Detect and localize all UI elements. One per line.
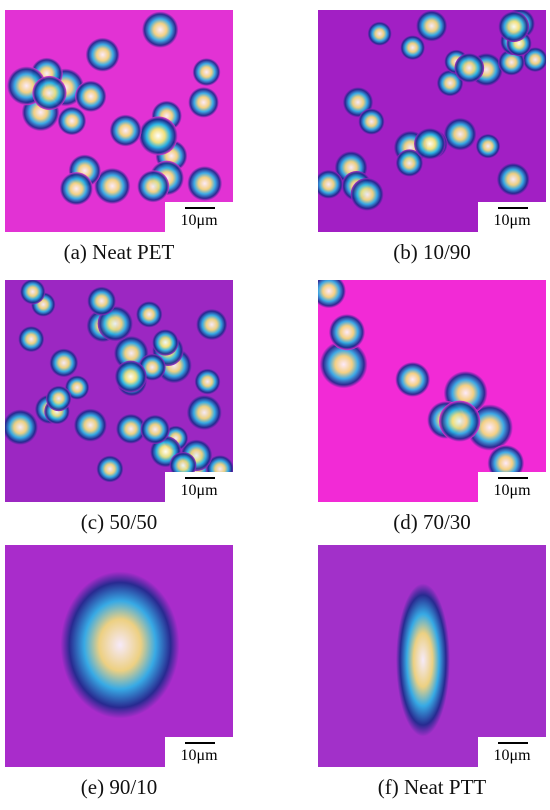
spherulite (73, 408, 107, 442)
spherulite (496, 162, 530, 196)
spherulite (96, 455, 124, 483)
spherulite (140, 414, 170, 444)
spherulite (522, 47, 546, 72)
spherulite (400, 35, 426, 61)
caption: (d) 70/30 (393, 510, 471, 534)
spherulite (475, 133, 501, 159)
spherulite (59, 172, 93, 206)
spherulite (97, 306, 133, 342)
spherulite (414, 128, 446, 160)
micrograph: 10μm (5, 10, 233, 232)
scale-label: 10μm (180, 482, 218, 499)
micrograph: 10μm (318, 280, 546, 502)
scale-label: 10μm (493, 747, 531, 764)
spherulite (5, 409, 38, 445)
spherulite (85, 37, 120, 72)
spherulite (87, 286, 117, 316)
spherulite (416, 10, 448, 42)
spherulite (45, 385, 72, 412)
spherulite (194, 368, 221, 395)
spherulite (395, 149, 424, 177)
spherulite (152, 329, 179, 356)
spherulite (20, 280, 46, 305)
spherulite (454, 53, 485, 83)
spherulite (395, 361, 431, 397)
caption: (b) 10/90 (393, 240, 471, 264)
caption: (c) 50/50 (80, 510, 158, 534)
micrograph: 10μm (318, 545, 546, 767)
spherulite (328, 314, 366, 351)
caption: (a) Neat PET (63, 240, 175, 264)
spherulite (396, 583, 450, 737)
spherulite (57, 106, 87, 136)
spherulite (188, 87, 219, 118)
spherulite (358, 108, 385, 135)
spherulite (138, 116, 178, 156)
spherulite (141, 11, 179, 48)
caption: (e) 90/10 (80, 775, 158, 799)
spherulite (109, 114, 142, 147)
spherulite (443, 117, 477, 151)
caption: (f) Neat PTT (377, 775, 487, 799)
spherulite (319, 340, 368, 389)
spherulite (318, 169, 344, 199)
spherulite (32, 75, 67, 111)
scale-label: 10μm (180, 212, 218, 229)
spherulite (137, 170, 170, 203)
spherulite (196, 308, 228, 341)
micrograph: 10μm (5, 280, 233, 502)
spherulite (65, 375, 90, 400)
micrograph: 10μm (318, 10, 546, 232)
spherulite (192, 58, 221, 87)
spherulite (49, 348, 79, 378)
spherulite (367, 21, 392, 46)
spherulite (438, 400, 481, 442)
spherulite (114, 360, 147, 393)
spherulite (136, 301, 163, 328)
spherulite (436, 69, 464, 97)
spherulite (350, 177, 384, 211)
spherulite (115, 413, 146, 444)
spherulite (187, 166, 223, 201)
spherulite (342, 87, 374, 118)
spherulite (18, 326, 45, 353)
scale-label: 10μm (180, 747, 218, 764)
scale-label: 10μm (493, 482, 531, 499)
micrograph: 10μm (5, 545, 233, 767)
spherulite (318, 280, 347, 309)
spherulite (60, 571, 180, 719)
scale-label: 10μm (493, 212, 531, 229)
spherulite (186, 395, 222, 431)
spherulite (75, 80, 107, 113)
spherulite (498, 11, 530, 43)
spherulite (94, 167, 131, 205)
